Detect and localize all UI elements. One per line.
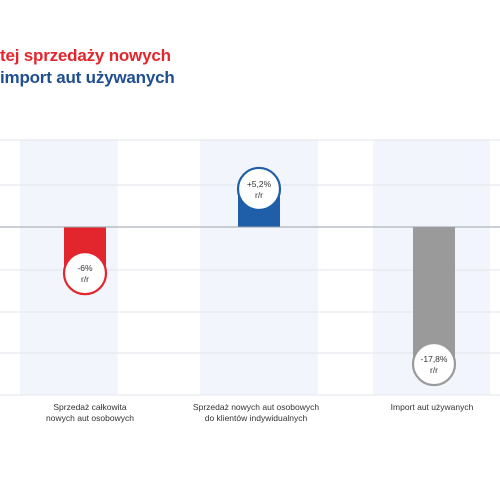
value-label-1-line-2: r/r bbox=[81, 274, 89, 284]
category-label-1: Sprzedaż całkowita nowych aut osobowych bbox=[25, 402, 155, 424]
category-label-3: Import aut używanych bbox=[367, 402, 497, 413]
category-label-1-line-2: nowych aut osobowych bbox=[46, 413, 134, 423]
chart-title-line-2: import aut używanych bbox=[0, 68, 175, 87]
value-label-3-line-2: r/r bbox=[430, 365, 438, 375]
value-label-2-line-2: r/r bbox=[255, 190, 263, 200]
value-bubble-2 bbox=[236, 166, 282, 212]
category-label-2-line-1: Sprzedaż nowych aut osobowych bbox=[192, 402, 320, 412]
bar-3 bbox=[413, 227, 455, 365]
value-label-1-line-1: -6% bbox=[77, 263, 93, 273]
category-label-1-line-1: Sprzedaż całkowita bbox=[53, 402, 127, 412]
value-label-3-line-1: -17,8% bbox=[421, 354, 448, 364]
value-bubble-3 bbox=[411, 341, 457, 387]
category-label-3-line-1: Import aut używanych bbox=[390, 402, 474, 412]
category-label-2: Sprzedaż nowych aut osobowych do klientó… bbox=[191, 402, 321, 424]
chart-title-line-1: tej sprzedaży nowych bbox=[0, 46, 171, 65]
category-label-2-line-2: do klientów indywidualnych bbox=[204, 413, 308, 423]
value-label-2-line-1: +5,2% bbox=[247, 179, 272, 189]
value-bubble-1 bbox=[62, 251, 108, 296]
